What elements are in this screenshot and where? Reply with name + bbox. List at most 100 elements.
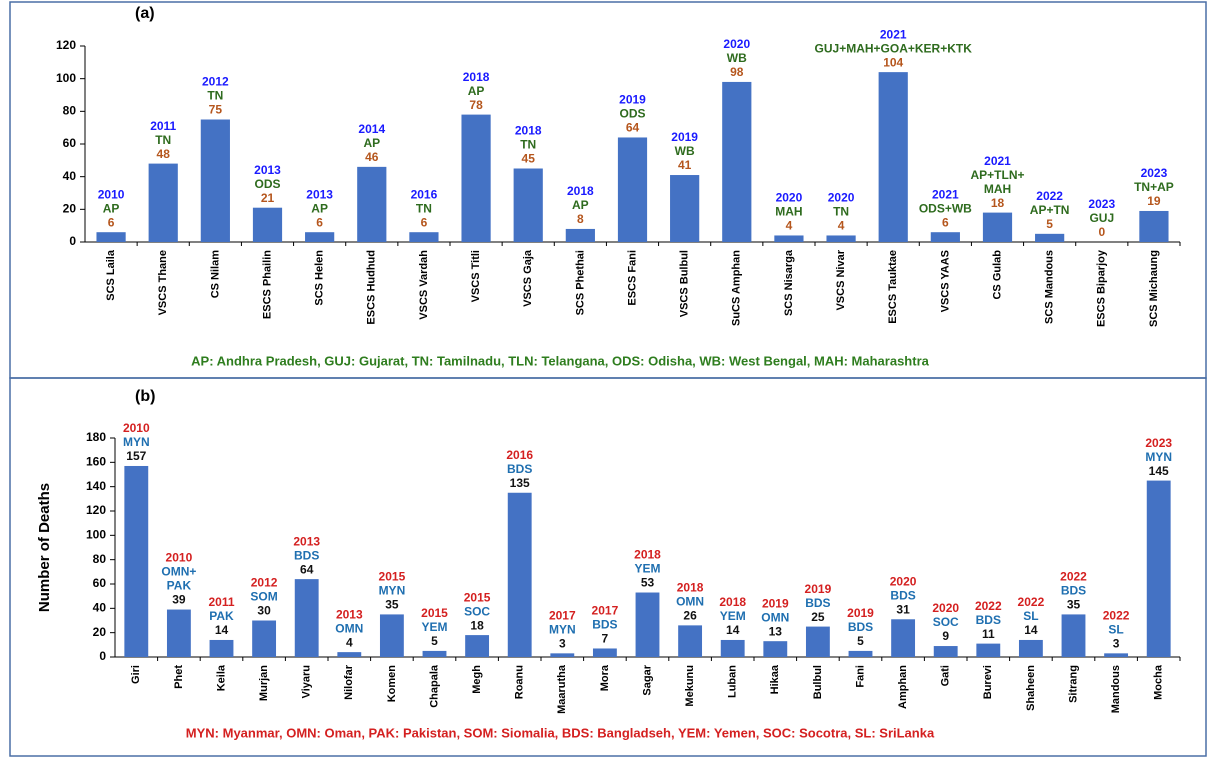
region-label: GUJ <box>1089 211 1114 225</box>
region-label: GUJ+MAH+GOA+KER+KTK <box>815 41 973 55</box>
year-label: 2017 <box>549 609 576 623</box>
x-tick-label: SCS Nisarga <box>783 249 795 316</box>
bar <box>461 114 491 242</box>
y-tick-label: 20 <box>93 625 107 639</box>
x-tick-label: VSCS Bulbul <box>679 250 691 317</box>
region-label: TN <box>155 133 171 147</box>
year-label: 2013 <box>306 187 333 201</box>
y-tick-label: 160 <box>86 455 106 469</box>
x-tick-label: Chapala <box>428 664 440 708</box>
year-label: 2018 <box>515 124 542 138</box>
region-label: YEM <box>634 562 660 576</box>
x-tick-label: Sagar <box>641 664 653 695</box>
year-label: 2010 <box>166 551 193 565</box>
bar <box>209 639 234 657</box>
value-label: 78 <box>469 98 483 112</box>
value-label: 45 <box>522 152 536 166</box>
value-label: 18 <box>991 196 1005 210</box>
year-label: 2023 <box>1088 197 1115 211</box>
year-label: 2013 <box>336 607 363 621</box>
value-label: 5 <box>1046 217 1053 231</box>
region-label: BDS <box>890 588 915 602</box>
value-label: 48 <box>157 147 171 161</box>
year-label: 2012 <box>202 75 229 89</box>
y-tick-label: 80 <box>93 552 107 566</box>
year-label: 2018 <box>634 548 661 562</box>
x-tick-label: Gati <box>940 665 952 686</box>
bar <box>96 232 126 242</box>
region-label: AP <box>468 84 485 98</box>
value-label: 18 <box>470 618 484 632</box>
region-label: YEM <box>421 620 447 634</box>
year-label: 2013 <box>254 163 281 177</box>
region-label: AP+TLN+ <box>970 168 1024 182</box>
year-label: 2010 <box>98 187 125 201</box>
bar <box>1104 653 1129 657</box>
region-label: MYN <box>123 435 150 449</box>
region-label: AP <box>572 198 589 212</box>
region-label: AP+TN <box>1030 203 1070 217</box>
bar <box>592 648 617 657</box>
bar <box>720 639 745 657</box>
x-tick-label: ESCS Phailin <box>261 250 273 319</box>
bar <box>550 653 575 657</box>
value-label: 25 <box>811 610 825 624</box>
x-tick-label: SCS Laila <box>105 249 117 301</box>
region-label: OMN <box>335 621 363 635</box>
x-tick-label: Mora <box>599 664 611 691</box>
region-label: BDS <box>507 462 532 476</box>
year-label: 2019 <box>847 606 874 620</box>
bar <box>1018 639 1043 657</box>
value-label: 3 <box>1113 637 1120 651</box>
bar <box>805 626 830 657</box>
bar <box>826 235 856 242</box>
panel-frame <box>9 1 1207 379</box>
value-label: 14 <box>726 623 740 637</box>
x-tick-label: Roanu <box>514 665 526 699</box>
value-label: 157 <box>126 449 146 463</box>
value-label: 13 <box>769 624 783 638</box>
year-label: 2020 <box>932 601 959 615</box>
value-label: 98 <box>730 65 744 79</box>
year-label: 2021 <box>880 27 907 41</box>
y-tick-label: 60 <box>93 576 107 590</box>
x-tick-label: SCS Mandous <box>1044 250 1056 324</box>
region-label: MYN <box>1145 450 1172 464</box>
bar <box>617 137 648 242</box>
y-tick-label: 0 <box>69 234 76 248</box>
value-label: 4 <box>786 219 793 233</box>
year-label: 2015 <box>421 606 448 620</box>
region-label: AP <box>363 136 380 150</box>
x-tick-label: VSCS Titli <box>470 250 482 302</box>
bar <box>878 72 908 242</box>
x-tick-label: SCS Helen <box>314 250 326 306</box>
value-label: 64 <box>626 121 640 135</box>
x-tick-label: Keila <box>215 664 227 691</box>
y-tick-label: 120 <box>56 38 76 52</box>
bar <box>337 652 362 657</box>
year-label: 2011 <box>150 119 176 133</box>
year-label: 2023 <box>1141 166 1168 180</box>
region-label: BDS <box>976 613 1001 627</box>
x-tick-label: VSCS Vardah <box>418 250 430 320</box>
region-label: MYN <box>379 584 406 598</box>
year-label: 2019 <box>762 596 789 610</box>
y-axis-label: Number of Deaths <box>36 483 53 612</box>
bar <box>422 650 447 657</box>
value-label: 75 <box>209 103 223 117</box>
region-label: TN+AP <box>1134 180 1174 194</box>
bar <box>976 643 1001 657</box>
year-label: 2018 <box>463 70 490 84</box>
region-label: SL <box>1108 623 1123 637</box>
x-tick-label: Phet <box>173 665 185 689</box>
bar <box>930 232 960 242</box>
region-label: BDS <box>592 618 617 632</box>
bar <box>891 619 916 657</box>
panel-label: (b) <box>135 388 155 405</box>
region-label: TN <box>207 89 223 103</box>
region-label: AP <box>103 201 120 215</box>
bar <box>763 641 788 657</box>
bar <box>635 592 660 657</box>
value-label: 64 <box>300 562 314 576</box>
